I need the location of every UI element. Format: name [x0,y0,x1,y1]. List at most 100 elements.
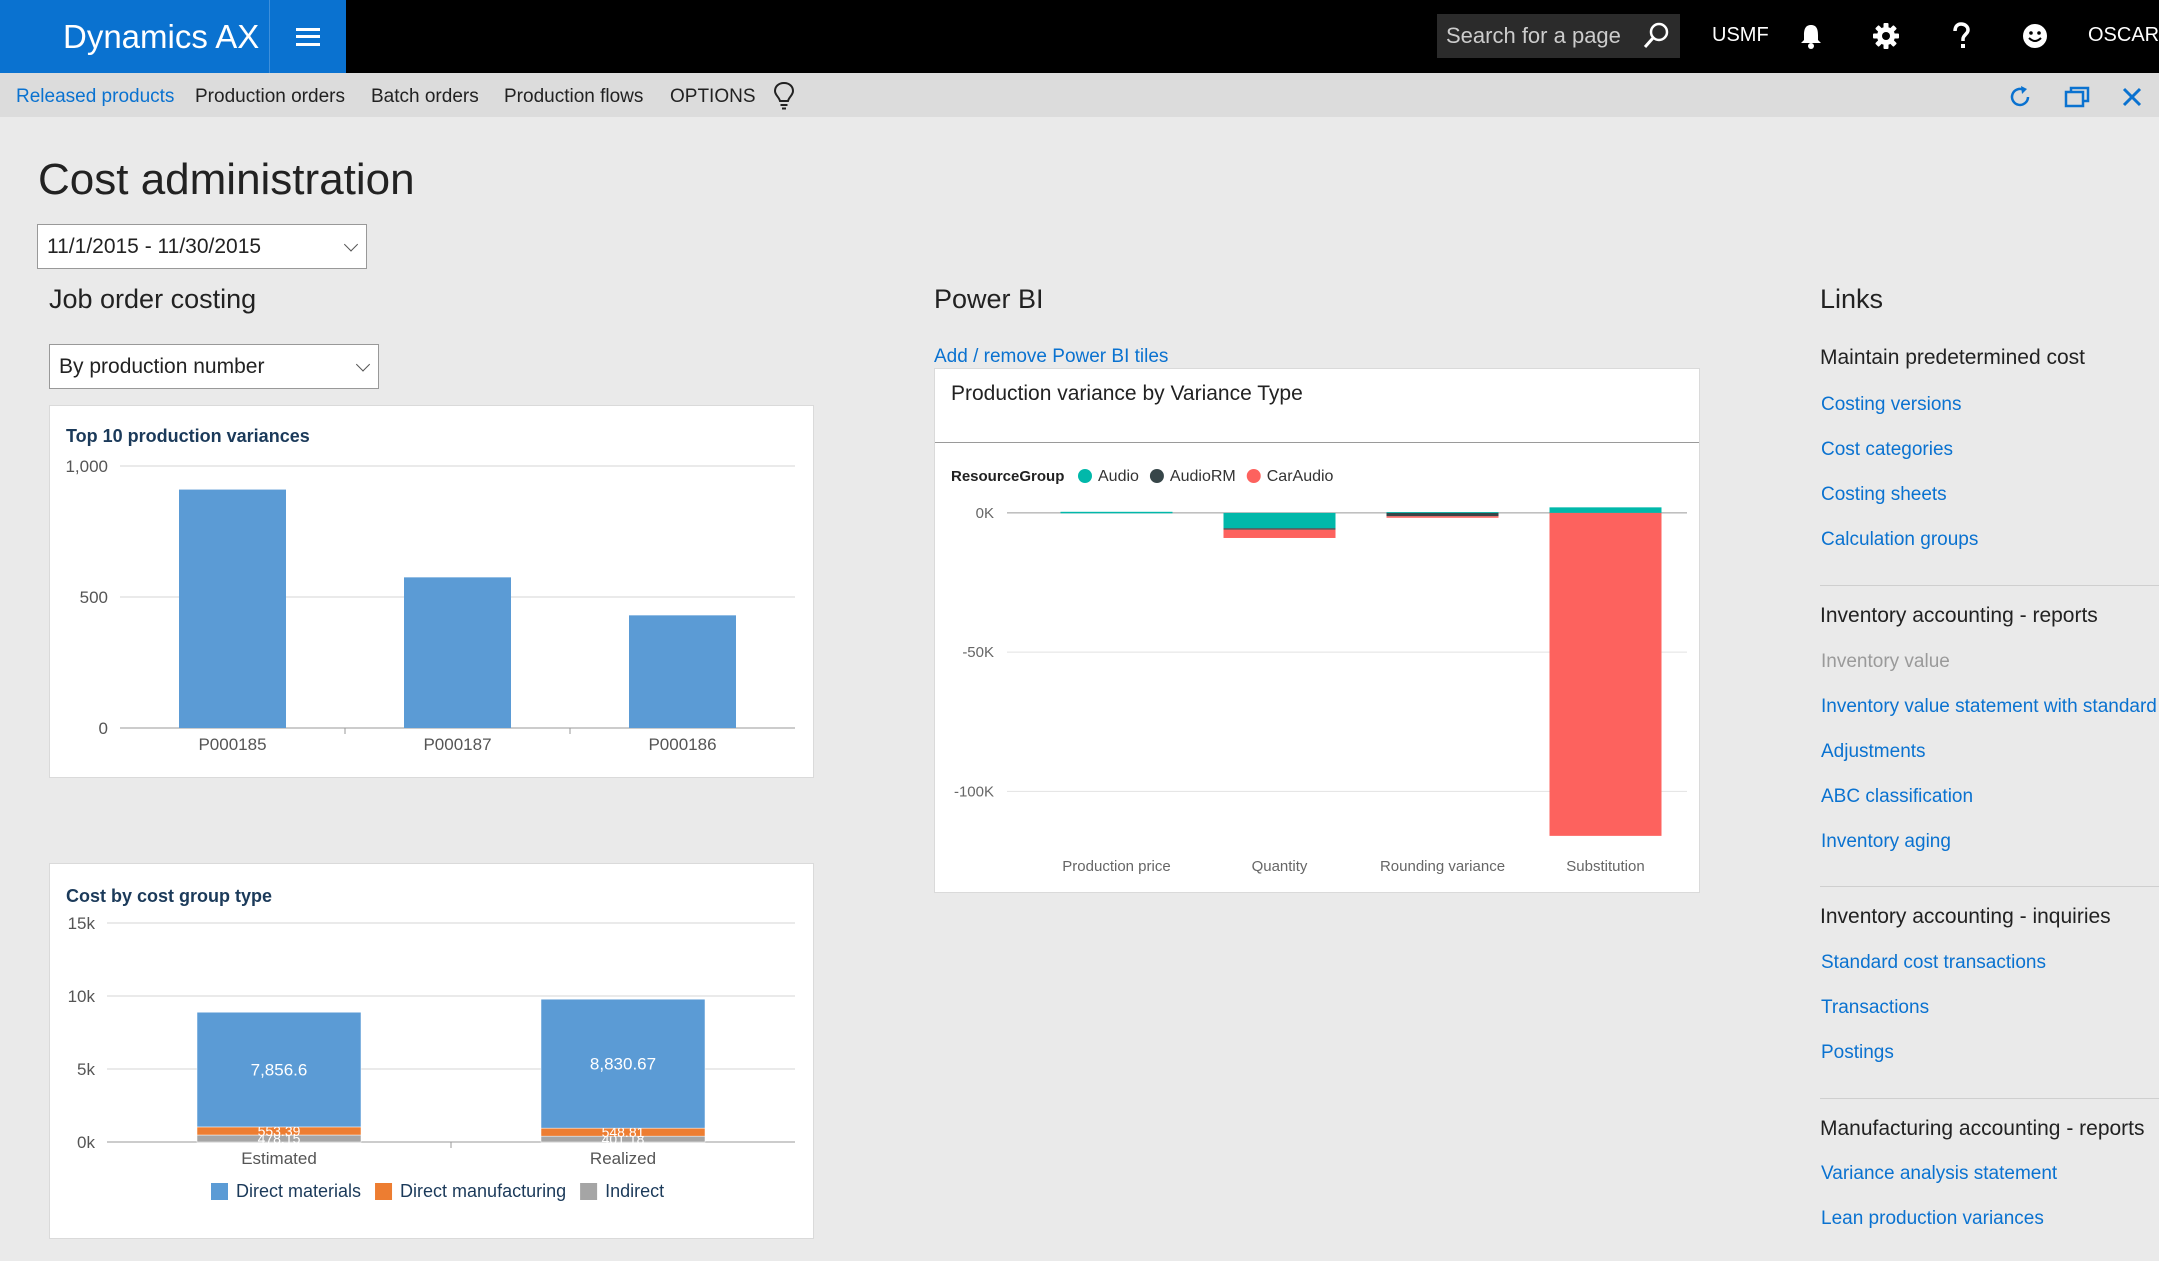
y-tick-label: 500 [80,588,108,607]
refresh-icon[interactable] [2006,83,2034,111]
search-icon[interactable] [1640,20,1672,52]
bar [629,615,736,728]
stacked-bar-segment [1549,512,1662,836]
link-group-title: Maintain predetermined cost [1820,346,2085,369]
nav-options[interactable]: OPTIONS [670,86,756,107]
x-tick-label: Estimated [241,1149,317,1168]
link-variance-analysis-statement[interactable]: Variance analysis statement [1821,1163,2058,1184]
page-title: Cost administration [38,155,415,204]
y-tick-label: -50K [962,644,994,661]
x-tick-label: Substitution [1566,858,1644,875]
link-costing-sheets[interactable]: Costing sheets [1821,484,1947,505]
x-tick-label: P000185 [198,735,266,754]
bar [179,489,286,728]
x-tick-label: P000186 [648,735,716,754]
link-postings[interactable]: Postings [1821,1042,1894,1063]
link-inventory-value: Inventory value [1821,651,1950,672]
link-cost-categories[interactable]: Cost categories [1821,439,1954,460]
nav-production-flows[interactable]: Production flows [504,86,644,107]
bell-icon[interactable] [1793,18,1829,54]
top-variances-chart: 0 500 1,000 P000185 P000187 P000186 [65,457,795,754]
x-tick-label: Quantity [1252,858,1308,875]
date-range-value: 11/1/2015 - 11/30/2015 [47,234,262,258]
link-abc-classification[interactable]: ABC classification [1821,786,1974,807]
link-inventory-value-statement[interactable]: Inventory value statement with standard … [1821,696,2159,717]
company-selector[interactable]: USMF [1712,24,1769,46]
help-icon[interactable] [1943,18,1979,54]
x-tick-label: Rounding variance [1380,858,1505,875]
stacked-bar-segment [1386,516,1499,518]
legend-swatch [211,1183,228,1200]
cost-group-chart: 0k5k10k15k478.15553.397,856.6Estimated40… [68,914,795,1201]
y-tick-label: 0K [976,505,994,522]
stacked-bar-segment [196,1011,362,1128]
y-tick-label: 10k [68,987,96,1006]
legend-swatch [375,1183,393,1200]
chevron-down-icon [343,236,359,252]
link-costing-versions[interactable]: Costing versions [1821,394,1962,415]
gear-icon[interactable] [1868,18,1904,54]
user-name[interactable]: OSCAR [2088,24,2159,46]
links-title: Links [1820,284,1884,314]
navigation-menu-button[interactable] [269,0,346,73]
link-calculation-groups[interactable]: Calculation groups [1821,529,1979,550]
top-bar [0,0,2159,73]
costing-filter-select[interactable]: By production number [49,344,379,389]
stacked-bar-segment [1223,528,1336,530]
link-inventory-aging[interactable]: Inventory aging [1821,831,1951,852]
power-bi-tile-title: Production variance by Variance Type [951,382,1303,405]
power-bi-tile[interactable]: Production variance by Variance Type Res… [934,368,1700,893]
legend-label: Audio [1098,468,1139,485]
stacked-bar-segment [1386,512,1499,514]
popout-icon[interactable] [2063,84,2091,110]
add-remove-tiles-link[interactable]: Add / remove Power BI tiles [934,346,1169,367]
data-label: 8,830.67 [590,1055,656,1074]
costing-filter-value: By production number [59,354,265,378]
x-tick-label: Production price [1062,858,1170,875]
link-group-title: Manufacturing accounting - reports [1820,1117,2145,1140]
legend-label: AudioRM [1170,468,1236,485]
legend-swatch [580,1183,598,1200]
link-lean-production-variances[interactable]: Lean production variances [1821,1208,2044,1229]
legend-label: CarAudio [1267,468,1334,485]
link-group-title: Inventory accounting - inquiries [1820,905,2111,928]
link-transactions[interactable]: Transactions [1821,997,1930,1018]
y-tick-label: 5k [77,1060,95,1079]
nav-batch-orders[interactable]: Batch orders [371,86,479,107]
link-standard-cost-transactions[interactable]: Standard cost transactions [1821,952,2046,973]
nav-released-products[interactable]: Released products [16,86,175,107]
y-tick-label: 0k [77,1133,95,1152]
y-tick-label: 0 [99,719,108,738]
x-tick-label: P000187 [423,735,491,754]
nav-production-orders[interactable]: Production orders [195,86,345,107]
smiley-icon[interactable] [2017,18,2053,54]
links-panel: Maintain predetermined cost Costing vers… [1820,0,2159,1261]
link-group-divider [1820,585,2159,586]
legend-label: Direct manufacturing [400,1181,566,1201]
date-range-select[interactable]: 11/1/2015 - 11/30/2015 [37,224,367,269]
chevron-down-icon [355,356,371,372]
link-group-title: Inventory accounting - reports [1820,604,2098,627]
lightbulb-icon[interactable] [772,81,796,111]
search-input[interactable]: Search for a page [1437,14,1680,58]
hamburger-icon [296,27,320,46]
power-bi-title: Power BI [934,284,1044,314]
y-tick-label: 1,000 [65,457,108,476]
y-tick-label: -100K [954,783,994,800]
legend-dot [1078,469,1092,483]
stacked-bar-segment [1223,512,1336,529]
y-tick-label: 15k [68,914,96,933]
legend-label: Indirect [605,1181,664,1201]
stacked-bar-segment [540,998,706,1129]
stacked-bar-segment [1060,511,1173,514]
cost-group-card: Cost by cost group type 0k 5k 10k 15k 478.15… [49,863,814,1239]
link-adjustments[interactable]: Adjustments [1821,741,1926,762]
variance-type-chart: ResourceGroup Audio AudioRM CarAudio 0K -50K -… [951,468,1687,875]
bar [404,577,511,728]
close-icon[interactable] [2120,85,2144,109]
link-group-divider [1820,1098,2159,1099]
brand-logo[interactable]: Dynamics AX [0,0,269,73]
stacked-bar-segment [1386,512,1499,517]
legend-title: ResourceGroup [951,468,1064,485]
tile-divider [935,442,1699,443]
